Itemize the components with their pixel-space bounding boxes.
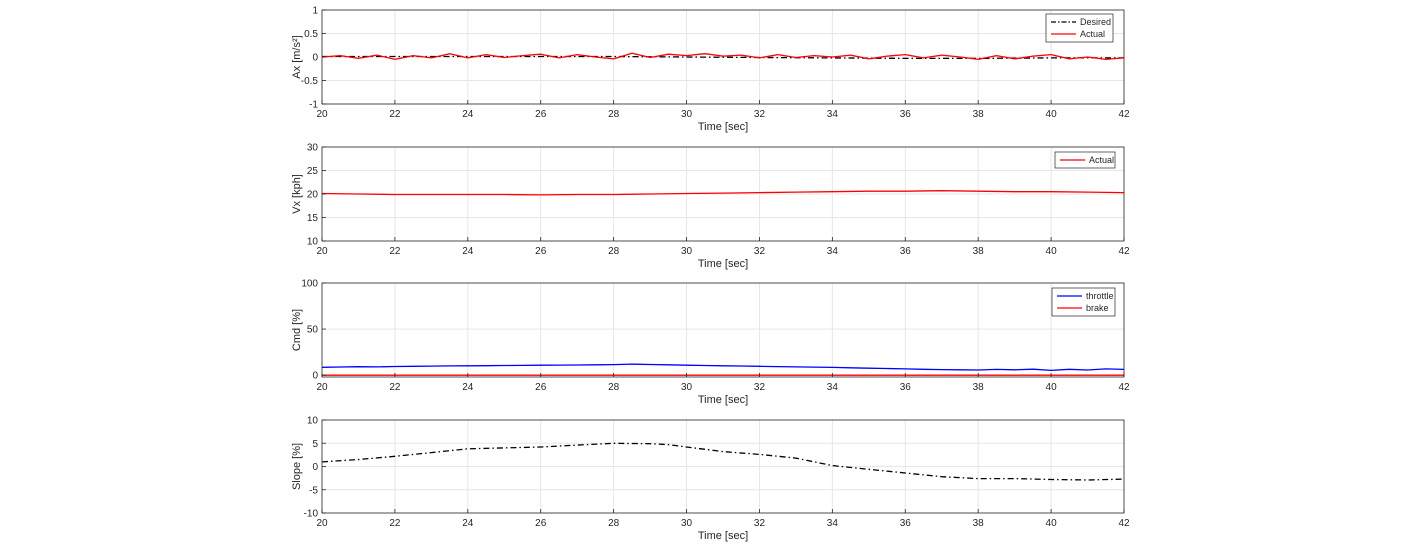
x-tick-label: 30 [681, 246, 693, 257]
x-tick-label: 40 [1046, 246, 1058, 257]
series-line-throttle [321, 363, 1125, 372]
series-line-actual [321, 52, 1125, 61]
x-axis-label: Time [sec] [698, 394, 748, 406]
legend-label-actual: Actual [1080, 29, 1105, 39]
x-tick-label: 42 [1118, 518, 1130, 529]
subplot-2: 20 22 24 26 28 30 32 34 36 38 40 42 10 15 20 25 30 Time [… [291, 143, 1130, 271]
x-tick-label: 24 [462, 518, 474, 529]
x-tick-label: 34 [827, 518, 839, 529]
y-tick-label: 0.5 [304, 29, 318, 40]
series-line-line [321, 442, 1125, 481]
series-line-actual [321, 190, 1125, 196]
x-axis-label: Time [sec] [698, 258, 748, 270]
x-tick-label: 42 [1118, 382, 1130, 393]
x-tick-label: 26 [535, 518, 547, 529]
x-tick-label: 32 [754, 382, 766, 393]
x-tick-label: 40 [1046, 382, 1058, 393]
x-tick-label: 28 [608, 246, 620, 257]
y-tick-label: -1 [309, 100, 318, 111]
x-tick-label: 22 [389, 518, 401, 529]
subplot-1: 20 22 24 26 28 30 32 34 36 38 40 42 -1 -0.5 0 0.5 1 Time … [291, 6, 1130, 134]
y-axis-label: Vx [kph] [291, 174, 303, 214]
subplot-3: 20 22 24 26 28 30 32 34 36 38 40 42 0 50 100 Time [sec]… [291, 279, 1130, 407]
x-tick-label: 30 [681, 518, 693, 529]
x-tick-label: 28 [608, 382, 620, 393]
x-tick-label: 34 [827, 246, 839, 257]
x-tick-label: 42 [1118, 109, 1130, 120]
y-tick-label: -10 [304, 509, 319, 520]
x-tick-label: 30 [681, 382, 693, 393]
y-tick-label: 10 [307, 237, 319, 248]
legend: Actual [1054, 151, 1116, 169]
x-tick-label: 22 [389, 246, 401, 257]
x-tick-label: 20 [316, 518, 328, 529]
x-tick-label: 32 [754, 109, 766, 120]
x-tick-label: 28 [608, 518, 620, 529]
y-tick-label: 15 [307, 213, 319, 224]
y-tick-label: 0 [312, 53, 318, 64]
legend-label-throttle: throttle [1086, 291, 1114, 301]
x-tick-label: 28 [608, 109, 620, 120]
y-tick-label: 30 [307, 143, 319, 154]
legend: throttle brake [1051, 287, 1116, 317]
x-tick-label: 22 [389, 382, 401, 393]
x-tick-label: 24 [462, 109, 474, 120]
x-tick-label: 26 [535, 382, 547, 393]
x-tick-label: 40 [1046, 518, 1058, 529]
y-tick-label: 0 [312, 371, 318, 382]
x-tick-label: 42 [1118, 246, 1130, 257]
x-tick-label: 24 [462, 246, 474, 257]
x-tick-label: 40 [1046, 109, 1058, 120]
y-tick-label: -5 [309, 485, 318, 496]
y-tick-label: -0.5 [301, 76, 319, 87]
legend-box [1051, 287, 1116, 317]
legend: Desired Actual [1045, 13, 1114, 43]
series-line-desired [322, 55, 1124, 60]
subplot-4: 20 22 24 26 28 30 32 34 36 38 40 42 -10 -5 0 5 10 Time [s… [291, 416, 1130, 543]
legend-label-actual: Actual [1089, 155, 1114, 165]
y-tick-label: 25 [307, 166, 319, 177]
legend-label-desired: Desired [1080, 17, 1111, 27]
x-tick-label: 24 [462, 382, 474, 393]
x-axis-label: Time [sec] [698, 530, 748, 542]
x-tick-label: 36 [900, 246, 912, 257]
y-tick-label: 0 [312, 462, 318, 473]
x-tick-label: 38 [973, 382, 985, 393]
x-tick-label: 26 [535, 109, 547, 120]
y-tick-label: 1 [312, 6, 318, 17]
x-tick-label: 20 [316, 246, 328, 257]
y-tick-label: 5 [312, 439, 318, 450]
y-tick-label: 50 [307, 325, 319, 336]
x-tick-label: 36 [900, 382, 912, 393]
x-tick-label: 36 [900, 518, 912, 529]
y-axis-label: Slope [%] [291, 443, 303, 490]
y-axis-label: Cmd [%] [291, 309, 303, 351]
y-tick-label: 10 [307, 416, 319, 427]
x-tick-label: 20 [316, 382, 328, 393]
x-tick-label: 22 [389, 109, 401, 120]
y-axis-label: Ax [m/s²] [291, 35, 303, 78]
x-tick-label: 26 [535, 246, 547, 257]
x-tick-label: 38 [973, 246, 985, 257]
x-tick-label: 34 [827, 109, 839, 120]
x-tick-label: 34 [827, 382, 839, 393]
x-tick-label: 38 [973, 518, 985, 529]
y-tick-label: 20 [307, 190, 319, 201]
axes-frame [321, 282, 1125, 378]
legend-label-brake: brake [1086, 303, 1109, 313]
x-tick-label: 32 [754, 518, 766, 529]
x-axis-label: Time [sec] [698, 121, 748, 133]
x-tick-label: 32 [754, 246, 766, 257]
x-tick-label: 20 [316, 109, 328, 120]
x-tick-label: 30 [681, 109, 693, 120]
x-tick-label: 38 [973, 109, 985, 120]
x-tick-label: 36 [900, 109, 912, 120]
axes-background [322, 283, 1124, 377]
y-tick-label: 100 [301, 279, 318, 290]
legend-box [1045, 13, 1114, 43]
